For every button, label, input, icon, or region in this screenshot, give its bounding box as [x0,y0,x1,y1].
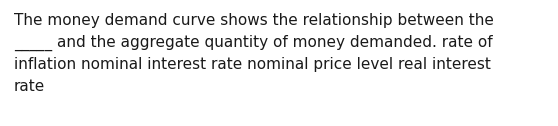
Text: _____ and the aggregate quantity of money demanded. rate of: _____ and the aggregate quantity of mone… [14,35,493,51]
Text: inflation nominal interest rate nominal price level real interest: inflation nominal interest rate nominal … [14,57,491,72]
Text: The money demand curve shows the relationship between the: The money demand curve shows the relatio… [14,13,494,28]
Text: rate: rate [14,79,45,94]
